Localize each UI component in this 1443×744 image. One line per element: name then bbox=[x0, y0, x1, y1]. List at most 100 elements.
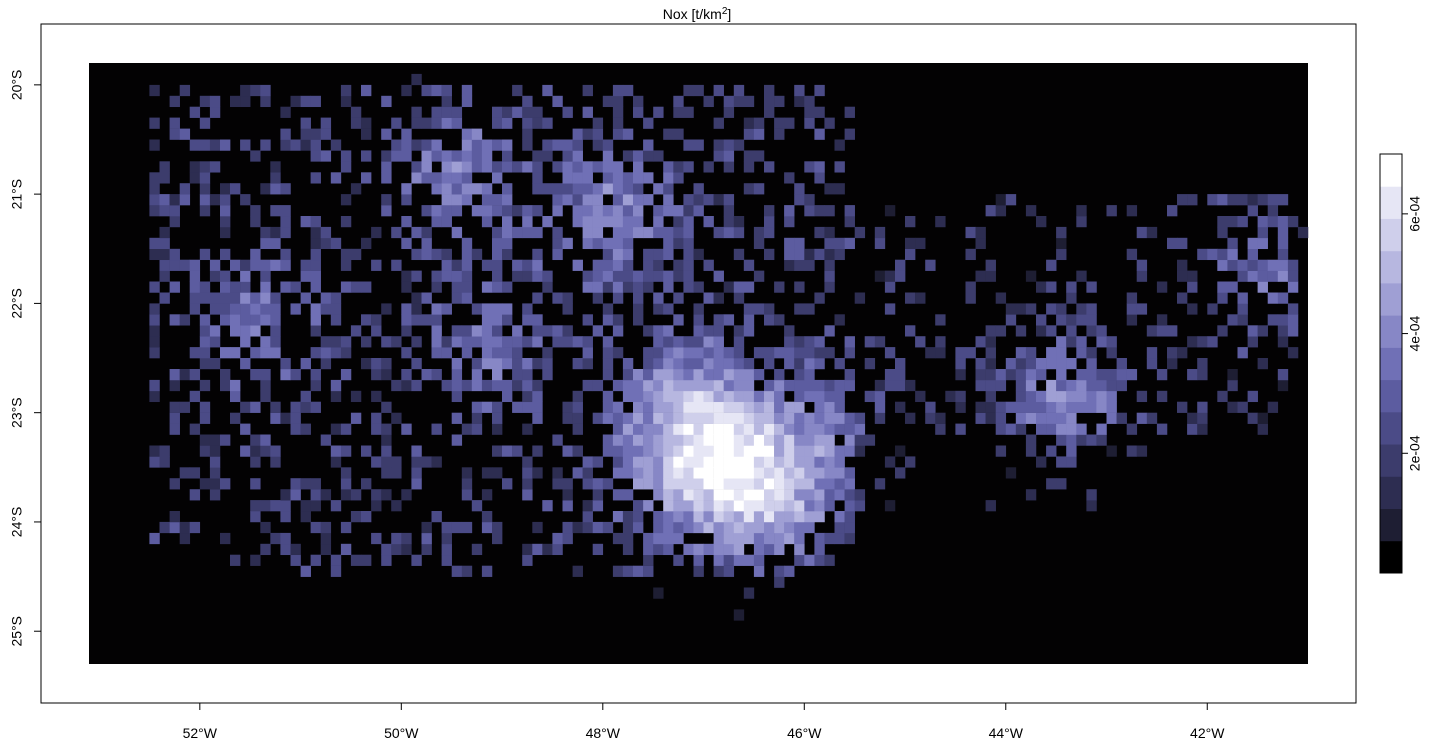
raster-cell bbox=[260, 500, 271, 512]
raster-cell bbox=[1227, 237, 1238, 250]
raster-cell bbox=[552, 205, 563, 217]
raster-cell bbox=[784, 456, 795, 468]
raster-cell bbox=[633, 456, 644, 468]
raster-cell bbox=[1227, 401, 1238, 413]
raster-cell bbox=[310, 128, 321, 140]
raster-cell bbox=[713, 347, 724, 359]
raster-cell bbox=[915, 390, 926, 403]
raster-cell bbox=[592, 205, 604, 217]
raster-cell bbox=[784, 532, 795, 545]
raster-cell bbox=[361, 511, 372, 523]
raster-cell bbox=[1167, 325, 1178, 337]
raster-cell bbox=[1056, 456, 1067, 468]
raster-cell bbox=[290, 139, 301, 151]
raster-cell bbox=[512, 270, 523, 282]
raster-cell bbox=[723, 543, 735, 556]
raster-cell bbox=[492, 379, 503, 392]
raster-cell bbox=[1237, 216, 1248, 228]
raster-cell bbox=[240, 445, 251, 457]
raster-cell bbox=[260, 237, 271, 250]
raster-cell bbox=[481, 314, 493, 326]
raster-cell bbox=[703, 216, 714, 228]
raster-cell bbox=[794, 500, 805, 512]
raster-cell bbox=[431, 106, 442, 118]
raster-cell bbox=[562, 445, 573, 457]
raster-cell bbox=[713, 325, 724, 337]
raster-cell bbox=[1046, 412, 1057, 424]
raster-cell bbox=[542, 281, 553, 293]
raster-cell bbox=[1237, 314, 1248, 326]
raster-cell bbox=[774, 401, 785, 413]
raster-cell bbox=[633, 281, 644, 293]
raster-cell bbox=[1056, 336, 1067, 348]
raster-cell bbox=[733, 467, 745, 479]
raster-cell bbox=[1036, 390, 1047, 403]
raster-cell bbox=[270, 205, 281, 217]
raster-cell bbox=[451, 325, 463, 337]
raster-cell bbox=[633, 183, 644, 195]
raster-cell bbox=[411, 358, 422, 370]
raster-cell bbox=[320, 226, 332, 239]
raster-cell bbox=[814, 500, 825, 512]
raster-cell bbox=[633, 172, 644, 184]
raster-cell bbox=[1136, 226, 1148, 239]
raster-cell bbox=[673, 237, 684, 250]
raster-cell bbox=[673, 532, 684, 545]
raster-cell bbox=[794, 84, 805, 97]
raster-cell bbox=[633, 521, 644, 534]
raster-cell bbox=[330, 237, 342, 250]
raster-cell bbox=[310, 521, 321, 534]
raster-cell bbox=[764, 412, 775, 424]
raster-cell bbox=[683, 445, 694, 457]
raster-cell bbox=[431, 511, 442, 523]
raster-cell bbox=[622, 84, 634, 97]
raster-cell bbox=[189, 139, 201, 151]
raster-cell bbox=[743, 303, 755, 315]
raster-cell bbox=[562, 336, 573, 348]
raster-cell bbox=[1177, 259, 1188, 271]
raster-cell bbox=[391, 412, 402, 424]
raster-cell bbox=[512, 379, 523, 392]
raster-cell bbox=[179, 369, 191, 381]
raster-cell bbox=[643, 117, 654, 129]
raster-cell bbox=[622, 456, 634, 468]
raster-cell bbox=[733, 95, 745, 108]
raster-cell bbox=[643, 281, 654, 293]
raster-cell bbox=[250, 401, 261, 413]
raster-cell bbox=[361, 84, 372, 97]
raster-cell bbox=[1036, 325, 1047, 337]
raster-cell bbox=[1207, 248, 1218, 261]
raster-cell bbox=[431, 303, 442, 315]
raster-cell bbox=[280, 205, 291, 217]
raster-cell bbox=[693, 205, 704, 217]
raster-cell bbox=[240, 303, 251, 315]
raster-cell bbox=[270, 401, 281, 413]
raster-cell bbox=[703, 412, 714, 424]
raster-cell bbox=[693, 467, 704, 479]
raster-cell bbox=[310, 500, 321, 512]
raster-cell bbox=[733, 489, 745, 501]
raster-cell bbox=[562, 292, 573, 304]
raster-cell bbox=[622, 445, 634, 457]
raster-cell bbox=[1056, 423, 1067, 435]
raster-cell bbox=[1096, 423, 1107, 435]
raster-cell bbox=[965, 248, 976, 261]
raster-cell bbox=[864, 336, 876, 348]
raster-cell bbox=[492, 521, 503, 534]
raster-cell bbox=[361, 445, 372, 457]
raster-cell bbox=[612, 205, 624, 217]
legend-swatch bbox=[1380, 282, 1402, 316]
raster-cell bbox=[592, 456, 604, 468]
raster-cell bbox=[1086, 500, 1097, 512]
raster-cell bbox=[310, 216, 321, 228]
raster-cell bbox=[461, 270, 473, 282]
raster-cell bbox=[250, 303, 261, 315]
raster-cell bbox=[481, 194, 493, 206]
raster-cell bbox=[240, 292, 251, 304]
raster-cell bbox=[985, 390, 996, 403]
raster-cell bbox=[622, 489, 634, 501]
raster-cell bbox=[431, 139, 442, 151]
raster-cell bbox=[733, 511, 745, 523]
raster-cell bbox=[753, 511, 765, 523]
raster-cell bbox=[804, 434, 815, 446]
